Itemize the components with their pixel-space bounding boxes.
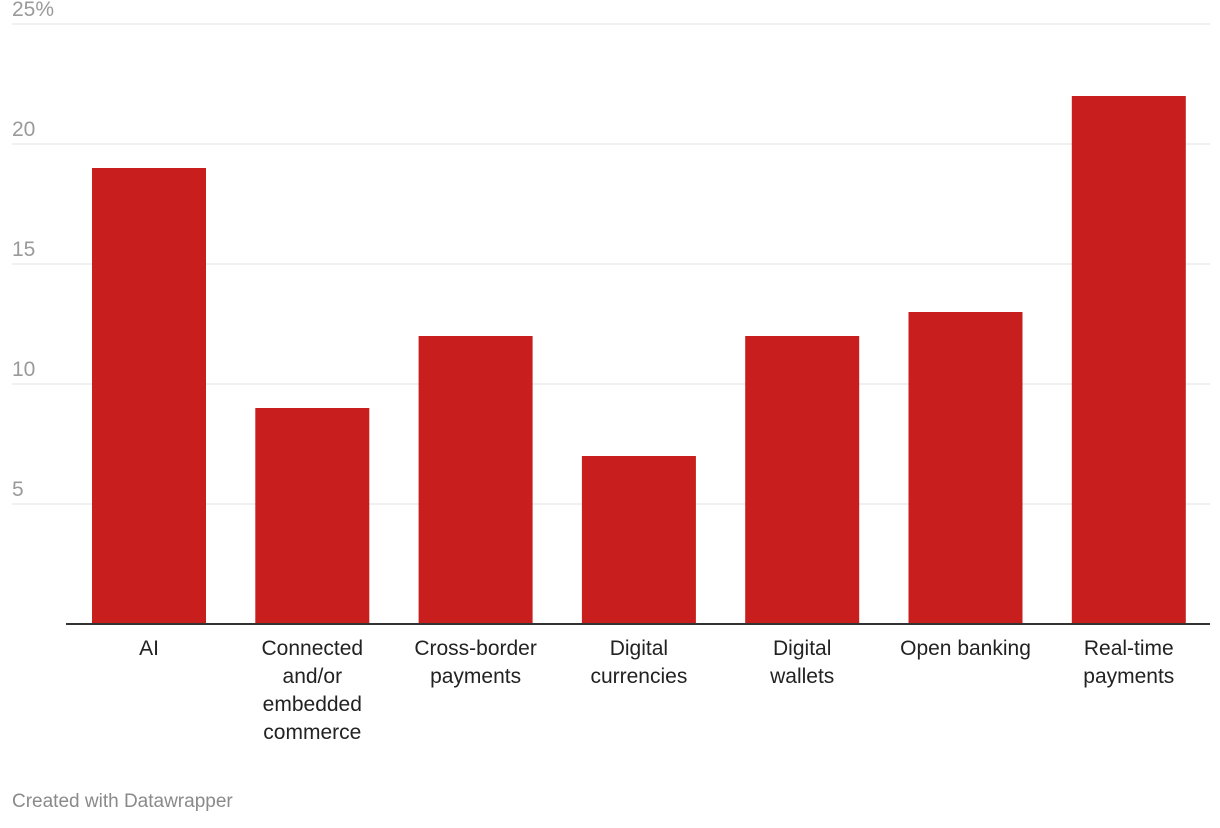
y-tick-label: 15 <box>12 238 35 261</box>
x-category-label: AI <box>139 637 159 660</box>
bar <box>1071 96 1186 624</box>
x-category-label: Digital wallets <box>769 637 834 688</box>
y-tick-label: 10 <box>12 358 35 381</box>
bar <box>255 408 370 624</box>
x-category-label: Real-time payments <box>1083 637 1174 688</box>
x-category-label-line: payments <box>430 665 521 688</box>
x-category-label-line: Open banking <box>900 637 1031 660</box>
x-category-label-line: payments <box>1083 665 1174 688</box>
bar <box>581 456 696 624</box>
x-category-label-line: Real-time <box>1084 637 1174 660</box>
x-category-label: Connected and/or embedded commerce <box>262 637 364 744</box>
bar <box>745 336 860 624</box>
x-category-label-line: AI <box>139 637 159 660</box>
x-category-label: Digital currencies <box>590 637 687 688</box>
datawrapper-credit[interactable]: Created with Datawrapper <box>12 791 233 812</box>
x-category-label-line: Digital <box>610 637 668 660</box>
x-category-label-line: Digital <box>773 637 831 660</box>
x-category-label-line: and/or <box>283 665 343 688</box>
y-tick-label: 25% <box>12 0 54 21</box>
x-category-label-line: wallets <box>769 665 834 688</box>
y-axis-ticks: 5 10 15 20 25% <box>12 0 54 501</box>
bars <box>92 96 1186 624</box>
x-category-label-line: currencies <box>590 665 687 688</box>
x-category-label: Open banking <box>900 637 1031 660</box>
x-category-label-line: embedded <box>263 693 362 716</box>
bar <box>92 168 206 624</box>
x-category-label-line: Cross-border <box>414 637 537 660</box>
bar <box>418 336 533 624</box>
x-category-label-line: commerce <box>263 721 361 744</box>
y-tick-label: 20 <box>12 118 35 141</box>
x-category-label: Cross-border payments <box>414 637 537 688</box>
bar <box>908 312 1023 624</box>
y-tick-label: 5 <box>12 478 24 501</box>
x-category-label-line: Connected <box>262 637 364 660</box>
x-axis-labels: AI Connected and/or embedded commerce Cross-b… <box>139 637 1174 744</box>
